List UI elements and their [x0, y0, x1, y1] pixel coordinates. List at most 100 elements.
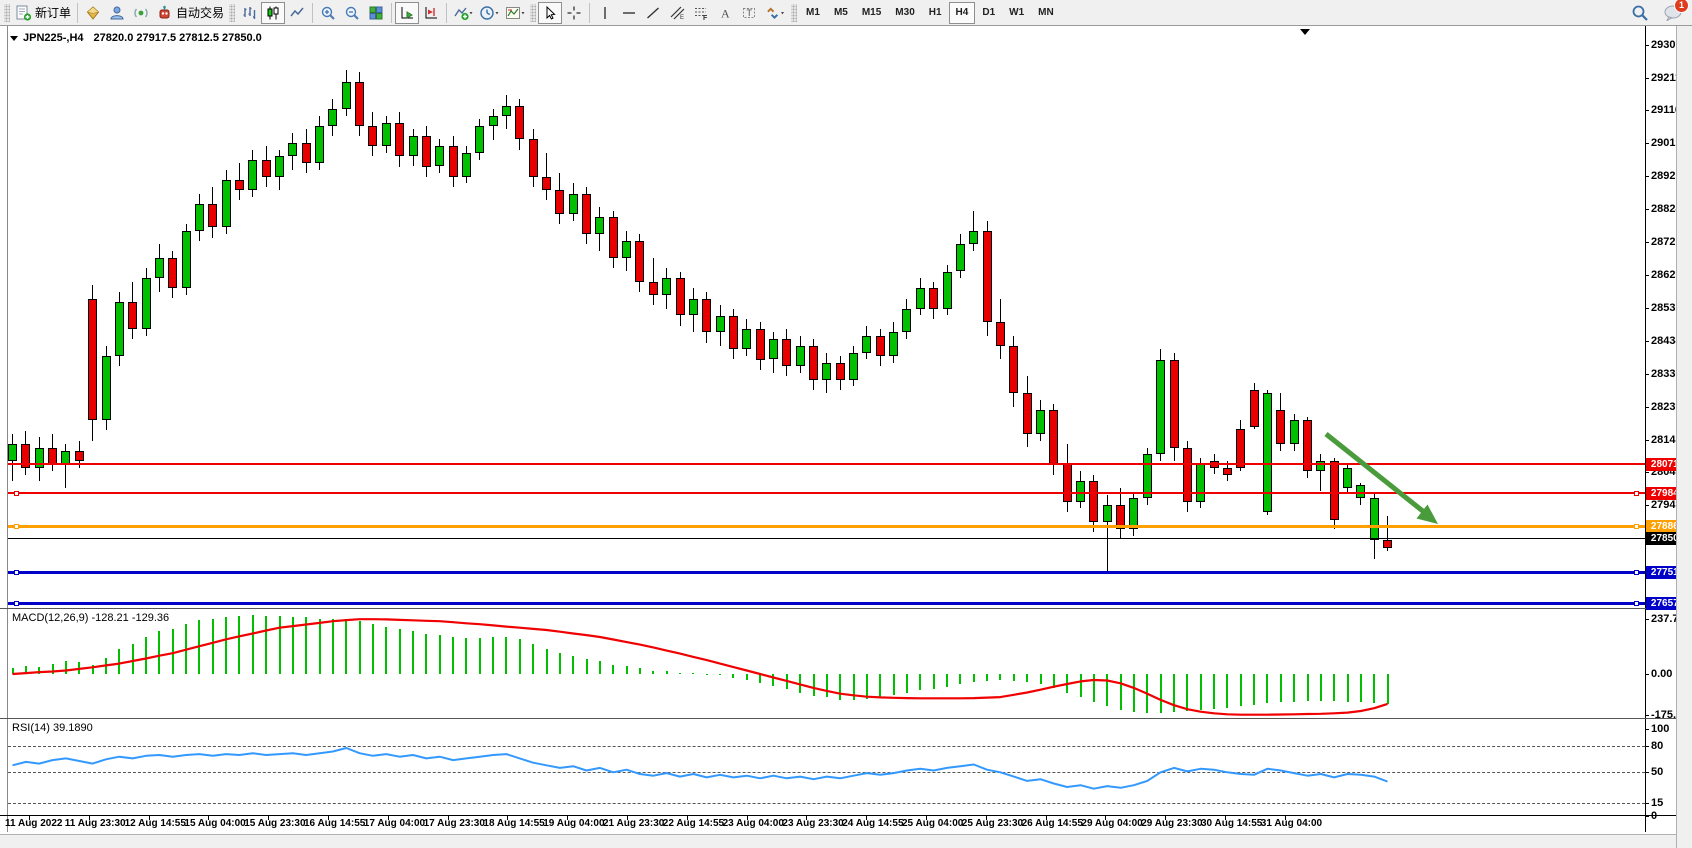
bar-chart-button[interactable]	[237, 2, 261, 24]
chart-symbol-period: JPN225-,H4	[23, 32, 84, 44]
auto-scroll-button[interactable]	[395, 1, 420, 24]
candle	[875, 335, 885, 357]
macd-histogram-bar	[345, 618, 348, 674]
metaeditor-button[interactable]	[81, 2, 105, 24]
vertical-line-button[interactable]	[593, 2, 617, 24]
zoom-out-button[interactable]	[340, 2, 364, 24]
channel-button[interactable]: E	[665, 2, 689, 24]
candle	[248, 159, 258, 191]
macd-rsi-divider[interactable]	[0, 718, 1676, 719]
level-handle[interactable]	[14, 523, 19, 529]
indicators-button[interactable]	[450, 2, 476, 24]
toolbar-separator	[77, 2, 79, 23]
news-signal-button[interactable]	[129, 2, 153, 24]
rsi-axis-label: 15	[1651, 796, 1664, 809]
timeframe-button-w1[interactable]: W1	[1009, 7, 1025, 18]
level-line-27751.3[interactable]	[8, 570, 1645, 574]
trendline-button[interactable]	[641, 2, 665, 24]
toolbar-grip[interactable]	[229, 3, 236, 22]
candle	[795, 345, 805, 367]
macd-histogram-bar	[558, 653, 561, 674]
candle	[1303, 420, 1312, 472]
candle	[622, 241, 632, 258]
timeframe-button-group: M1 M5 M15 M30 H1 H4 D1 W1 MN	[799, 1, 1061, 24]
chart-title: JPN225-,H4 27820.0 27917.5 27812.5 27850…	[10, 32, 262, 44]
algo-trading-button[interactable]: 自动交易	[153, 2, 227, 24]
periods-button[interactable]	[476, 2, 502, 24]
level-handle[interactable]	[14, 601, 19, 607]
timeframe-button-mn[interactable]: MN	[1038, 7, 1054, 18]
crosshair-button[interactable]	[562, 2, 586, 24]
timeframe-button-d1[interactable]: D1	[982, 7, 996, 18]
level-handle[interactable]	[14, 569, 19, 575]
macd-histogram-bar	[278, 615, 281, 674]
line-chart-button[interactable]	[285, 2, 309, 24]
new-order-button[interactable]: 新订单	[12, 2, 74, 24]
timeframe-button-m5[interactable]: M5	[833, 7, 848, 18]
indicators-icon	[454, 7, 473, 20]
text-label-button[interactable]: T	[737, 2, 761, 24]
templates-button[interactable]	[502, 2, 528, 24]
chart-shift-button[interactable]	[419, 2, 443, 24]
level-handle[interactable]	[14, 490, 19, 496]
candle	[1036, 410, 1045, 434]
horizontal-line-button[interactable]	[617, 2, 641, 24]
rsi-axis-label: 80	[1651, 740, 1664, 753]
level-handle[interactable]	[1634, 601, 1639, 607]
macd-histogram-bar	[1213, 674, 1215, 709]
profile-button[interactable]	[105, 2, 129, 24]
toolbar-grip[interactable]	[791, 3, 798, 22]
chart-area[interactable]: JPN225-,H4 27820.0 27917.5 27812.5 27850…	[0, 26, 1692, 848]
tile-windows-icon	[369, 6, 383, 19]
level-line-28071.2[interactable]	[8, 463, 1645, 465]
candle	[1102, 505, 1112, 522]
macd-histogram-bar	[64, 661, 67, 674]
rsi-line	[12, 747, 1388, 790]
cursor-button[interactable]	[538, 1, 563, 24]
level-handle[interactable]	[1634, 569, 1639, 575]
macd-histogram-bar	[24, 665, 27, 674]
level-handle[interactable]	[1634, 523, 1639, 529]
level-line-27886.8[interactable]	[8, 524, 1645, 528]
toolbar-grip[interactable]	[4, 3, 10, 22]
text-button[interactable]: A	[713, 2, 737, 24]
time-axis-tick	[88, 816, 90, 820]
level-line-27657.8[interactable]	[8, 602, 1645, 606]
timeframe-button-h4[interactable]: H4	[948, 1, 976, 24]
toolbar-grip[interactable]	[530, 3, 537, 22]
level-line-27850.0[interactable]	[8, 538, 1645, 540]
notifications-button[interactable]: 1	[1660, 0, 1689, 24]
macd-histogram-bar	[1279, 674, 1282, 703]
price-tick	[1645, 374, 1649, 376]
candle	[1169, 359, 1179, 448]
time-axis-tick	[806, 816, 808, 820]
search-button[interactable]	[1628, 2, 1652, 24]
candle	[8, 444, 17, 461]
fibonacci-button[interactable]: F	[689, 2, 713, 24]
trend-arrow-head[interactable]	[1416, 504, 1439, 525]
candle	[1249, 389, 1259, 428]
timeframe-button-m30[interactable]: M30	[895, 7, 915, 18]
candlestick-chart-button[interactable]	[261, 1, 286, 24]
main-macd-divider[interactable]	[0, 608, 1676, 609]
candle	[381, 122, 391, 147]
price-tick	[1645, 242, 1649, 244]
macd-histogram-bar	[919, 674, 922, 691]
right-gutter	[1676, 26, 1692, 848]
macd-histogram-bar	[51, 663, 54, 674]
tile-windows-button[interactable]	[364, 2, 388, 24]
macd-histogram-bar	[492, 637, 495, 674]
level-handle[interactable]	[1634, 490, 1639, 496]
zoom-in-button[interactable]	[316, 2, 340, 24]
bottom-gutter	[0, 834, 1676, 848]
object-anchor-icon[interactable]	[1300, 29, 1310, 35]
macd-histogram-bar	[91, 664, 94, 674]
chart-expander-icon[interactable]	[10, 35, 18, 41]
shapes-button[interactable]	[761, 2, 789, 24]
timeframe-button-m1[interactable]: M1	[806, 7, 820, 18]
timeframe-button-m15[interactable]: M15	[861, 7, 882, 18]
timeframe-button-h1[interactable]: H1	[928, 7, 942, 18]
level-line-27984.4[interactable]	[8, 492, 1645, 495]
candle	[648, 281, 658, 296]
macd-histogram-bar	[905, 674, 908, 693]
